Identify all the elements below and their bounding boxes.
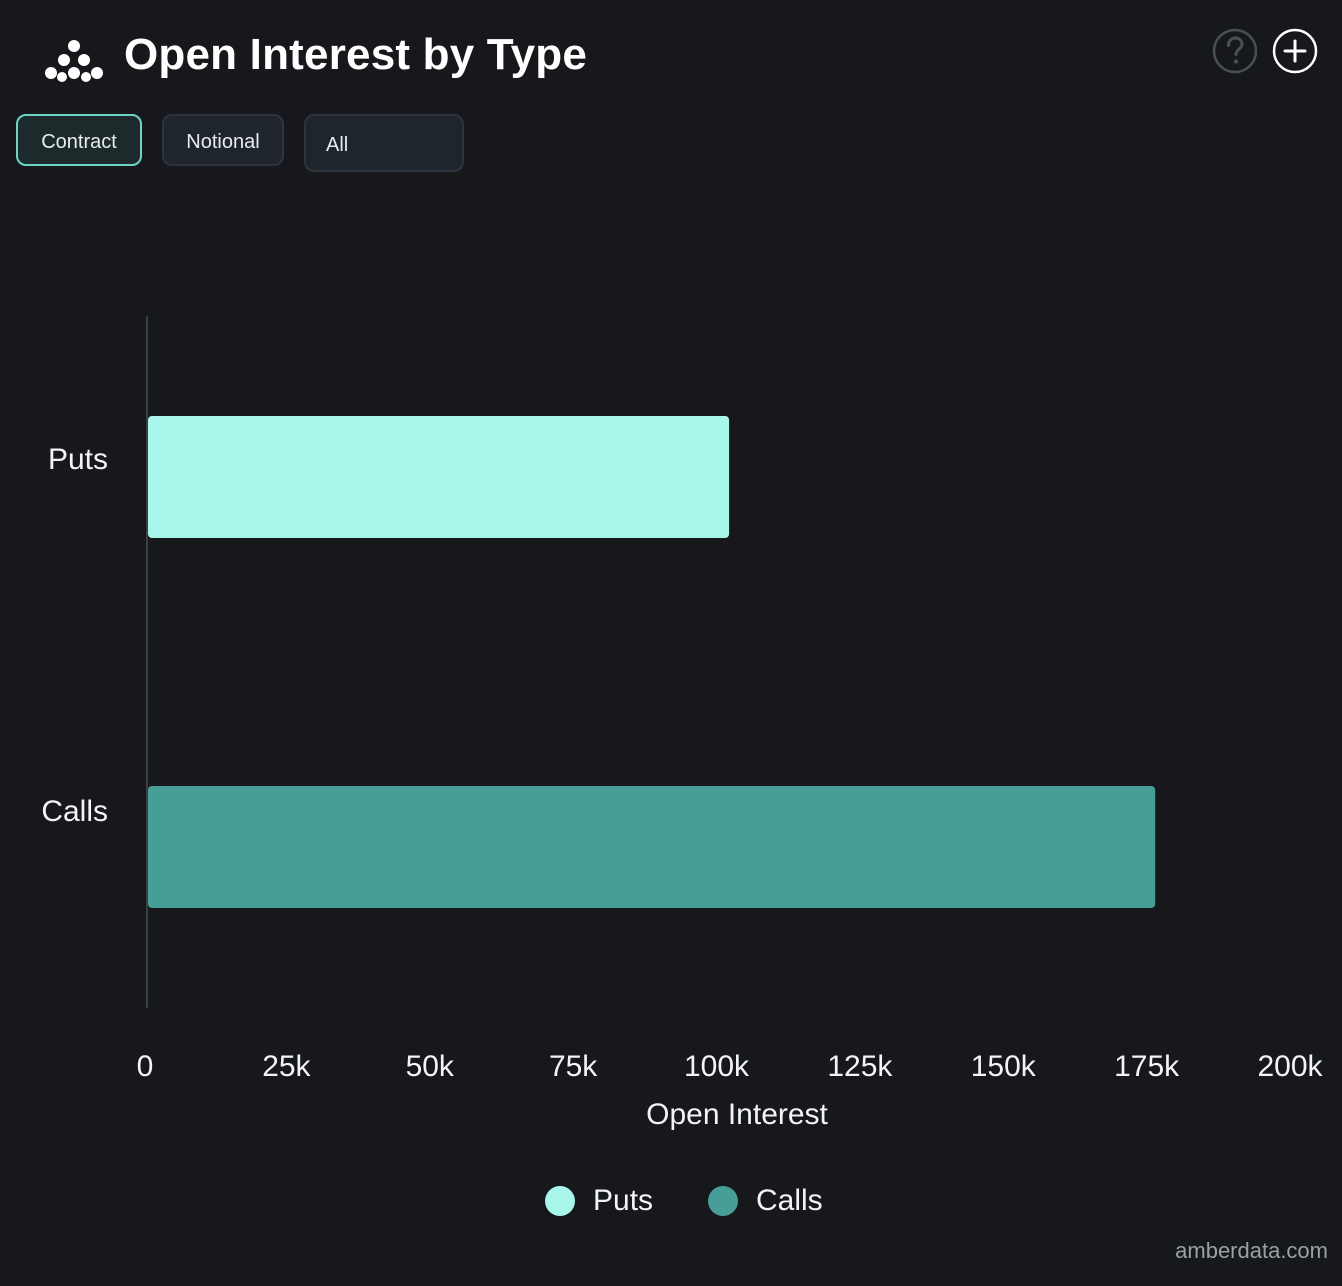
bar-puts[interactable] — [148, 416, 730, 538]
x-tick-label: 125k — [827, 1050, 893, 1083]
watermark: amberdata.com — [1175, 1238, 1328, 1263]
bar-calls[interactable] — [148, 786, 1156, 908]
chart-legend: Puts Calls — [0, 1178, 1342, 1224]
legend-item-calls[interactable]: Calls — [708, 1178, 823, 1224]
contract-toggle-button[interactable]: Contract — [16, 114, 142, 166]
x-tick-label: 50k — [406, 1050, 455, 1083]
x-axis-title: Open Interest — [646, 1098, 828, 1131]
legend-swatch-calls — [708, 1186, 738, 1216]
widget-header: Open Interest by Type — [0, 0, 1342, 110]
x-tick-label: 150k — [971, 1050, 1037, 1083]
bars-group — [148, 416, 1156, 908]
bar-chart: Puts Calls 0 25k 50k 75k 100k 125k 150k 175k 200k… — [41, 316, 1324, 1131]
y-axis-labels: Puts Calls — [41, 443, 108, 828]
legend-item-puts[interactable]: Puts — [545, 1178, 653, 1224]
x-tick-label: 200k — [1257, 1050, 1323, 1083]
x-tick-label: 175k — [1114, 1050, 1180, 1083]
x-tick-label: 75k — [549, 1050, 598, 1083]
amberdata-logo-icon — [45, 40, 103, 82]
y-tick-label-calls: Calls — [41, 795, 108, 828]
legend-label-calls: Calls — [756, 1184, 823, 1217]
x-tick-label: 25k — [262, 1050, 311, 1083]
all-select[interactable]: All — [304, 114, 464, 172]
x-tick-label: 0 — [137, 1050, 154, 1083]
notional-toggle-button[interactable]: Notional — [162, 114, 284, 166]
x-tick-label: 100k — [684, 1050, 750, 1083]
plus-circle-icon[interactable] — [1272, 28, 1318, 74]
y-tick-label-puts: Puts — [48, 443, 108, 476]
question-circle-icon[interactable] — [1212, 28, 1258, 74]
x-axis-ticks: 0 25k 50k 75k 100k 125k 150k 175k 200k — [137, 1050, 1324, 1083]
legend-swatch-puts — [545, 1186, 575, 1216]
legend-label-puts: Puts — [593, 1184, 654, 1217]
chart-title: Open Interest by Type — [124, 30, 588, 79]
